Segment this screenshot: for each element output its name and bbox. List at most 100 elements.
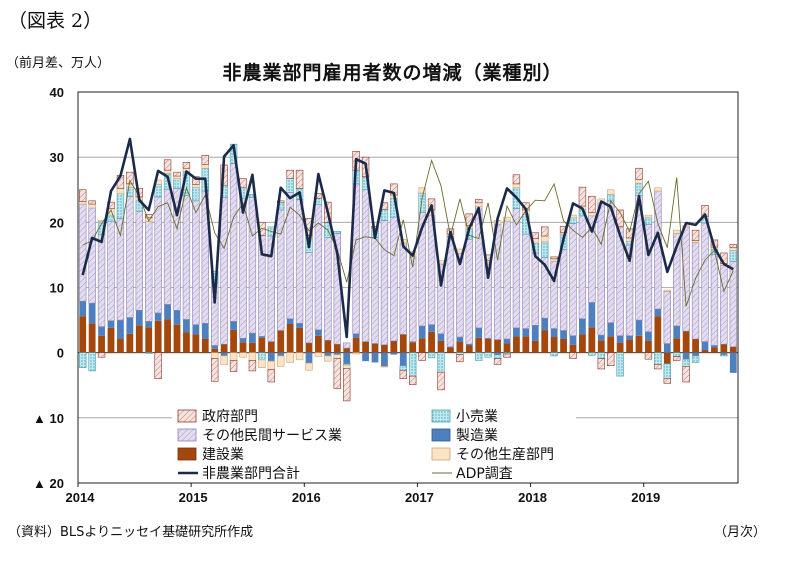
- bar-segment-manufacturing: [390, 352, 398, 355]
- bar-segment-manufacturing: [616, 335, 624, 343]
- y-tick-label: ▲ 20: [33, 476, 64, 491]
- bar-segment-manufacturing: [673, 325, 681, 339]
- bar-segment-construction: [475, 337, 483, 353]
- nonfarm-total-line: [81, 137, 734, 339]
- bar-segment-construction: [560, 338, 567, 353]
- bar-segment-manufacturing: [352, 333, 360, 338]
- bar-segment-manufacturing: [531, 325, 539, 341]
- bar-segment-other-private: [531, 252, 539, 326]
- bar-segment-construction: [390, 340, 398, 353]
- adp-line: [82, 158, 734, 307]
- bar-segment-government: [456, 354, 464, 363]
- bar-segment-other-goods: [277, 355, 285, 367]
- bar-segment-government: [663, 378, 671, 384]
- bar-segment-other-goods: [541, 235, 549, 243]
- bar-segment-construction: [192, 334, 200, 353]
- bar-segment-manufacturing: [701, 341, 709, 351]
- bar-segment-manufacturing: [663, 343, 671, 353]
- bar-segment-construction: [220, 344, 228, 353]
- bar-segment-construction: [164, 319, 171, 353]
- bar-segment-other-goods: [201, 164, 209, 169]
- bar-segment-other-goods: [607, 189, 615, 195]
- bar-segment-manufacturing: [465, 344, 473, 346]
- bar-segment-government: [550, 256, 558, 260]
- bar-segment-manufacturing: [230, 321, 237, 330]
- bar-segment-retail: [654, 352, 662, 365]
- bar-segment-government: [682, 366, 690, 383]
- bar-segment-other-goods: [314, 352, 323, 357]
- legend-swatch-other-goods: [431, 447, 451, 461]
- legend-label: 非農業部門合計: [202, 466, 300, 482]
- bar-segment-construction: [484, 338, 492, 353]
- bar-segment-government: [578, 186, 587, 207]
- bar-segment-construction: [711, 347, 718, 353]
- bar-segment-retail: [493, 354, 502, 359]
- bar-segment-government: [211, 358, 219, 382]
- bar-segment-construction: [239, 342, 247, 353]
- bar-segment-manufacturing: [588, 302, 596, 328]
- bar-segment-retail: [541, 241, 549, 258]
- bar-segment-construction: [729, 346, 737, 353]
- bar-segment-construction: [230, 329, 237, 353]
- bar-segment-other-private: [239, 197, 247, 339]
- bar-segment-construction: [597, 340, 605, 353]
- bar-segment-other-private: [163, 188, 172, 305]
- bar-segment-other-private: [720, 265, 728, 345]
- bar-segment-other-goods: [343, 364, 351, 369]
- bar-segment-construction: [607, 336, 615, 353]
- bar-segment-retail: [616, 352, 624, 377]
- bar-segment-construction: [522, 336, 530, 353]
- legend-label: その他生産部門: [456, 447, 554, 463]
- bar-segment-other-private: [248, 197, 257, 334]
- bar-segment-manufacturing: [447, 346, 454, 348]
- series-lines: [81, 137, 734, 339]
- bar-segment-construction: [503, 343, 511, 353]
- bar-segment-other-private: [390, 216, 398, 342]
- bar-segment-government: [409, 375, 417, 385]
- bar-segment-retail: [484, 352, 492, 358]
- bar-segment-manufacturing: [258, 336, 266, 338]
- legend-swatch-retail: [431, 409, 451, 423]
- bar-segment-other-private: [691, 242, 700, 340]
- bar-segment-government: [201, 154, 209, 165]
- bar-segment-manufacturing: [333, 352, 341, 355]
- bar-segment-manufacturing: [626, 335, 633, 340]
- bar-segment-retail: [88, 352, 96, 372]
- bar-segment-other-private: [154, 196, 162, 314]
- bar-segment-construction: [654, 316, 662, 353]
- bar-segment-manufacturing: [192, 324, 200, 335]
- bar-segment-government: [635, 167, 643, 180]
- bar-segment-other-private: [380, 220, 389, 346]
- bar-segment-other-private: [569, 223, 577, 337]
- bar-segment-other-private: [305, 252, 313, 344]
- bar-segment-other-private: [295, 199, 304, 324]
- bar-segment-other-private: [88, 207, 96, 304]
- bar-segment-other-private: [729, 261, 737, 348]
- bar-segment-construction: [333, 344, 341, 353]
- bar-segment-manufacturing: [164, 304, 171, 320]
- stacked-bars: [79, 143, 737, 402]
- bar-segment-government: [475, 199, 483, 204]
- bar-segment-manufacturing: [117, 320, 124, 339]
- bar-segment-manufacturing: [720, 352, 728, 355]
- bar-segment-construction: [399, 334, 407, 353]
- bar-segment-government: [644, 352, 653, 360]
- bar-segment-manufacturing: [249, 333, 256, 343]
- bar-segment-other-private: [503, 220, 511, 340]
- bar-segment-retail: [437, 352, 445, 373]
- bar-segment-government: [163, 159, 172, 171]
- figure-number-label: （図表 2）: [8, 10, 103, 32]
- bar-segment-other-goods: [286, 352, 294, 363]
- bar-segment-other-goods: [352, 352, 360, 355]
- bar-segment-government: [493, 358, 502, 365]
- bar-segment-other-private: [409, 256, 417, 342]
- bar-segment-manufacturing: [286, 318, 294, 324]
- bar-segment-construction: [267, 341, 275, 353]
- source-note: （資料）BLSよりニッセイ基礎研究所作成: [8, 525, 254, 540]
- bar-segment-other-private: [286, 192, 294, 320]
- bar-segment-other-goods: [475, 202, 483, 207]
- bar-segment-construction: [154, 320, 162, 353]
- bar-segment-retail: [550, 352, 558, 357]
- bar-segment-government: [607, 352, 615, 366]
- legend-swatch-government: [177, 409, 197, 423]
